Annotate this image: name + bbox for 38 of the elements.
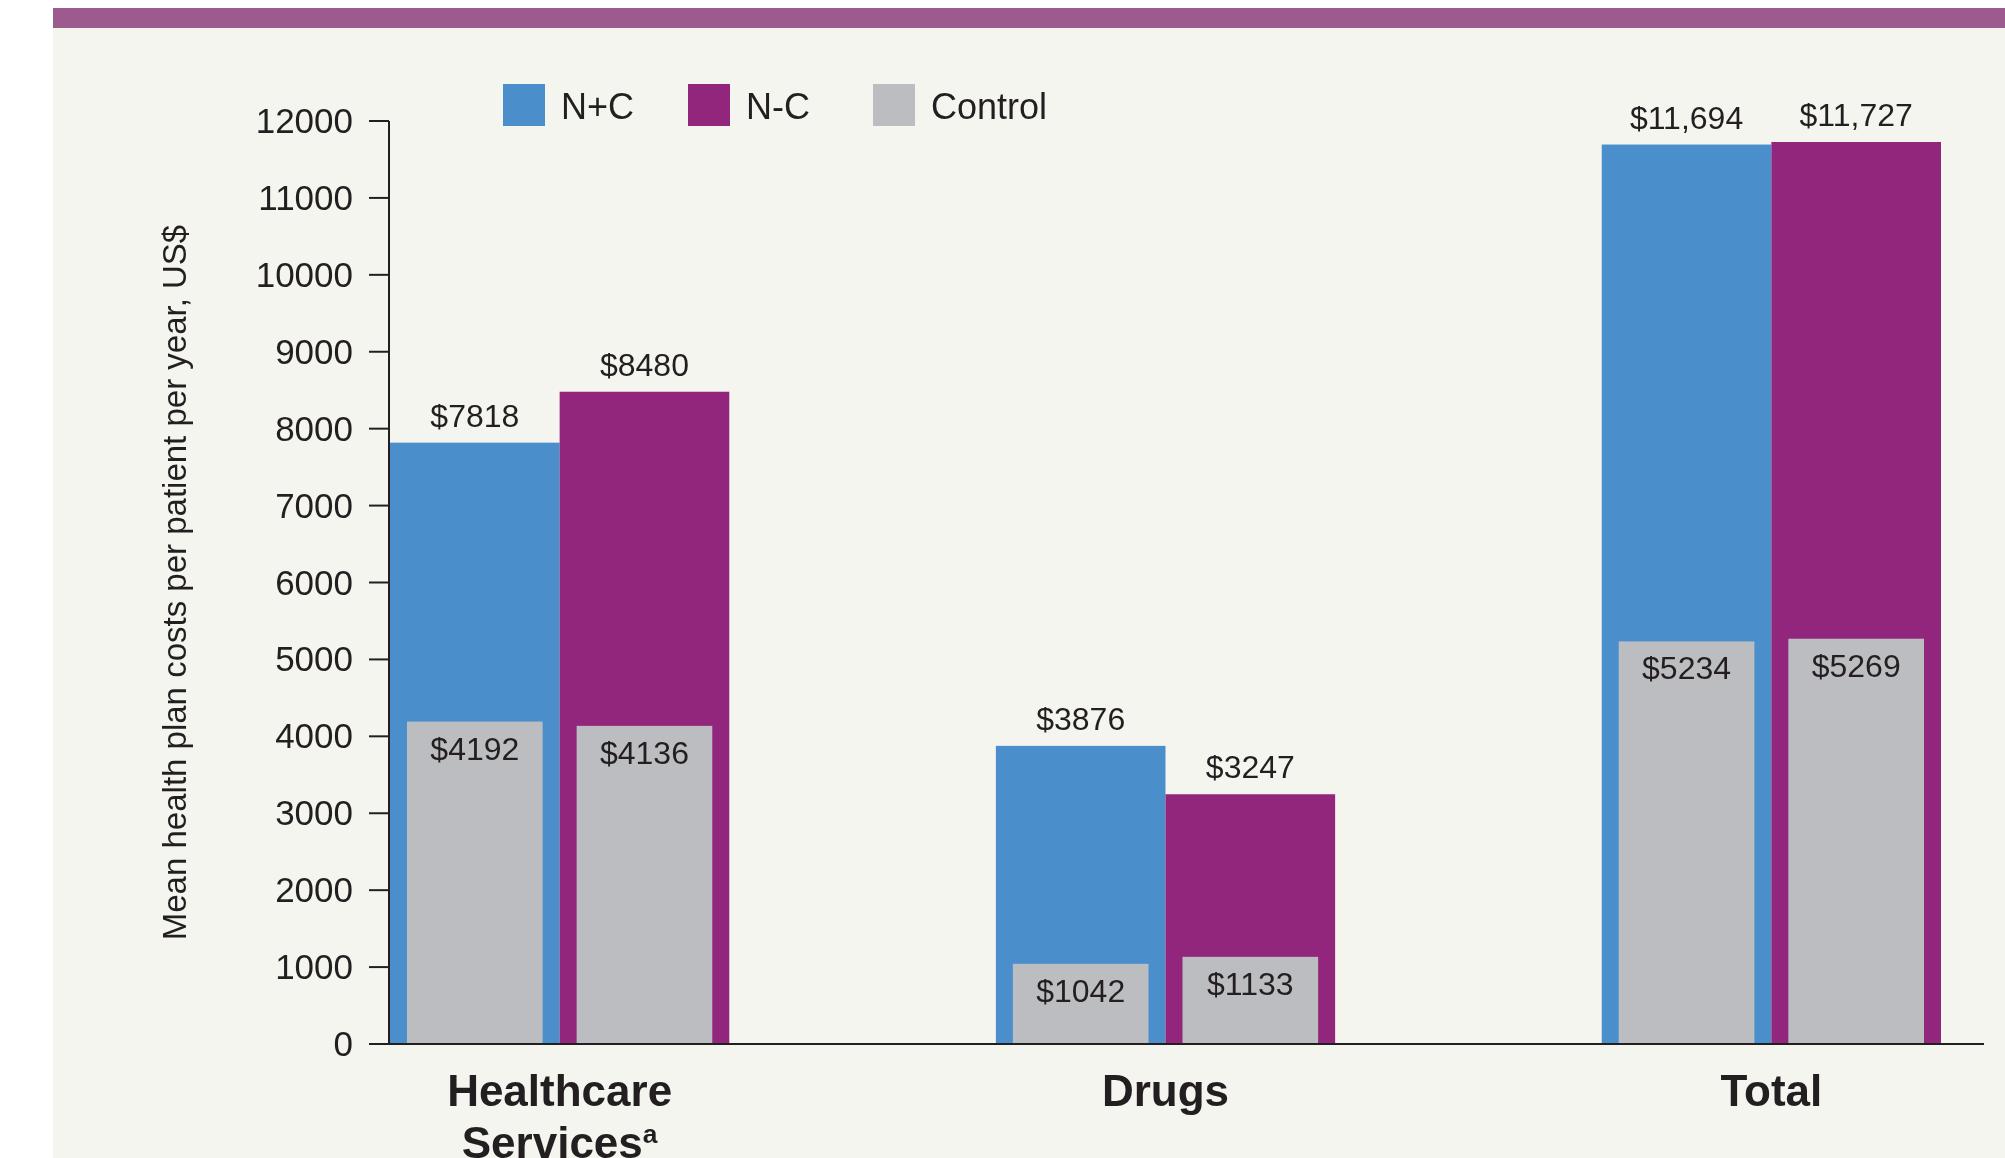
- y-tick-label: 12000: [255, 101, 353, 140]
- y-tick-label: 7000: [275, 485, 353, 525]
- y-tick-label: 1000: [275, 947, 353, 987]
- y-tick-label: 9000: [275, 331, 353, 371]
- y-tick-label: 6000: [275, 562, 353, 602]
- data-label: $7818: [430, 397, 520, 434]
- x-tick-label: Total: [1720, 1066, 1823, 1115]
- y-tick-label: 11000: [258, 177, 353, 217]
- bar: [407, 721, 543, 1044]
- data-label: $3247: [1205, 749, 1295, 786]
- legend-label: N+C: [561, 86, 635, 127]
- data-label: $8480: [599, 346, 689, 383]
- data-label: $1133: [1207, 965, 1294, 1002]
- y-tick-label: 4000: [275, 716, 353, 756]
- data-label: $11,727: [1799, 97, 1913, 133]
- x-tick-label: Healthcare Services$^{a}$: [447, 1066, 673, 1158]
- data-label: $4192: [430, 730, 520, 767]
- y-tick-label: 10000: [255, 254, 353, 294]
- y-tick-label: 0: [333, 1024, 353, 1063]
- legend-label: N-C: [746, 86, 810, 127]
- data-label: $5234: [1642, 650, 1732, 687]
- legend-label: Control: [931, 86, 1048, 127]
- x-tick-label: Drugs: [1101, 1066, 1230, 1115]
- bar: [576, 725, 713, 1044]
- y-tick-label: 3000: [275, 793, 353, 833]
- y-tick-label: 5000: [275, 639, 353, 679]
- data-label: $1042: [1036, 972, 1126, 1009]
- data-label: $5269: [1811, 647, 1901, 684]
- bar: [1182, 956, 1319, 1044]
- data-label: $11,694: [1629, 99, 1744, 136]
- data-label: $4136: [599, 734, 689, 771]
- y-axis-title: Mean health plan costs per patient per year, US$: [156, 224, 193, 941]
- y-tick-label: 8000: [275, 408, 353, 448]
- y-tick-label: 2000: [275, 870, 353, 910]
- data-label: $3876: [1036, 700, 1126, 737]
- bar: [1012, 963, 1149, 1044]
- bar: [1618, 641, 1755, 1044]
- bar: [1788, 638, 1924, 1044]
